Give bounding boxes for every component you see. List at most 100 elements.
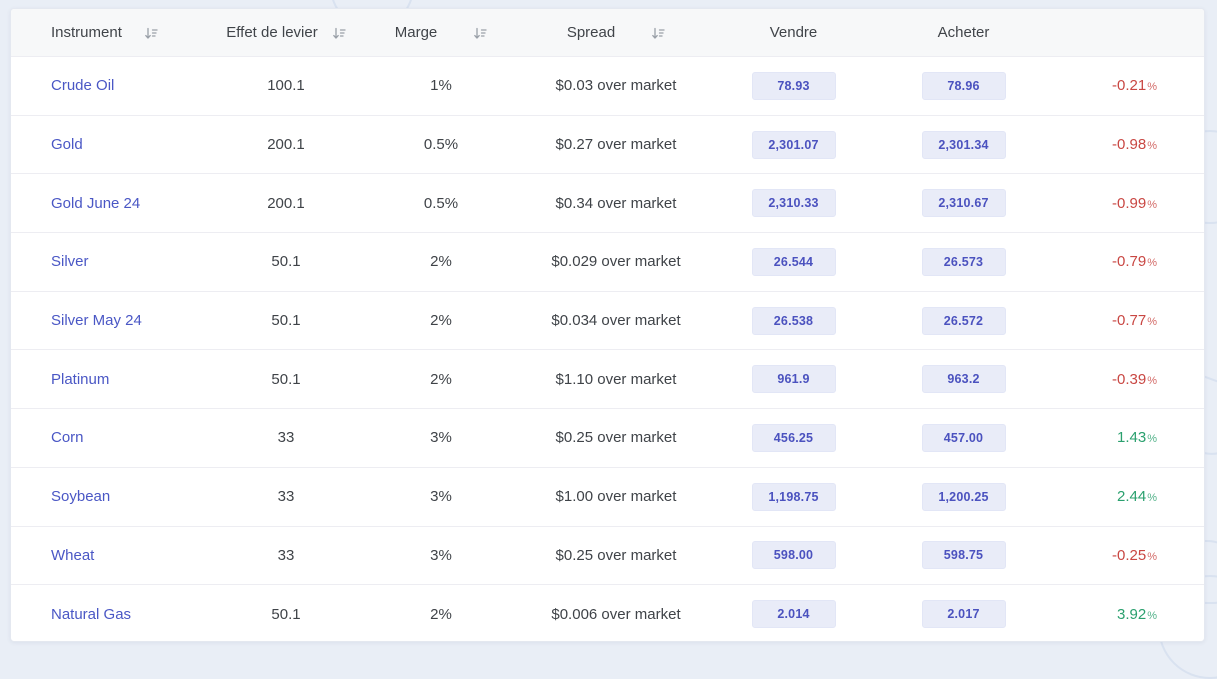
sell-button[interactable]: 2,310.33 — [751, 189, 836, 218]
sell-button[interactable]: 2,301.07 — [751, 130, 836, 159]
sell-button[interactable]: 598.00 — [751, 541, 836, 570]
percent-sign: % — [1147, 316, 1157, 329]
leverage-value: 200.1 — [267, 136, 305, 154]
change-percent: -0.79% — [1051, 253, 1204, 270]
margin-value: 1% — [430, 77, 452, 95]
sell-button[interactable]: 26.538 — [751, 306, 836, 335]
instrument-link[interactable]: Gold — [51, 136, 83, 154]
column-header-leverage: Effet de levier — [211, 24, 361, 41]
spread-value: $1.00 over market — [555, 488, 677, 506]
table-row: Gold June 24 200.1 0.5% $0.34 over marke… — [11, 173, 1204, 232]
percent-sign: % — [1147, 198, 1157, 211]
instrument-link[interactable]: Silver May 24 — [51, 312, 142, 330]
instrument-link[interactable]: Corn — [51, 429, 84, 447]
change-value: -0.21 — [1112, 77, 1147, 95]
instrument-link[interactable]: Natural Gas — [51, 605, 132, 623]
column-header-instrument-label: Instrument — [51, 24, 122, 41]
sell-button[interactable]: 961.9 — [751, 365, 836, 394]
table-row: Wheat 33 3% $0.25 over market 598.00 598… — [11, 525, 1204, 585]
margin-value: 3% — [430, 546, 452, 564]
leverage-value: 33 — [277, 488, 295, 506]
margin-value: 2% — [430, 253, 452, 271]
buy-button[interactable]: 1,200.25 — [921, 482, 1006, 511]
leverage-value: 33 — [277, 546, 295, 564]
change-percent: -0.21% — [1051, 77, 1204, 94]
table-row: Gold 200.1 0.5% $0.27 over market 2,301.… — [11, 114, 1204, 174]
percent-sign: % — [1147, 550, 1157, 563]
column-header-sell-label: Vendre — [769, 24, 818, 41]
table-body: Crude Oil 100.1 1% $0.03 over market 78.… — [11, 56, 1204, 641]
change-percent: -0.77% — [1051, 312, 1204, 329]
spread-value: $0.25 over market — [555, 429, 677, 447]
spread-value: $0.03 over market — [555, 77, 677, 95]
table-row: Soybean 33 3% $1.00 over market 1,198.75… — [11, 466, 1204, 526]
percent-sign: % — [1147, 492, 1157, 505]
change-value: -0.79 — [1112, 253, 1147, 271]
change-value: -0.77 — [1112, 312, 1147, 330]
leverage-value: 33 — [277, 429, 295, 447]
spread-value: $0.34 over market — [555, 194, 677, 212]
table-row: Silver 50.1 2% $0.029 over market 26.544… — [11, 232, 1204, 291]
spread-value: $1.10 over market — [555, 370, 677, 388]
margin-value: 2% — [430, 312, 452, 330]
instrument-link[interactable]: Wheat — [51, 546, 95, 564]
table-row: Platinum 50.1 2% $1.10 over market 961.9… — [11, 349, 1204, 408]
percent-sign: % — [1147, 140, 1157, 153]
column-header-margin: Marge — [361, 24, 521, 41]
margin-value: 3% — [430, 488, 452, 506]
instruments-table-card: Instrument Effet de levier Marge — [10, 8, 1205, 642]
buy-button[interactable]: 963.2 — [921, 365, 1006, 394]
leverage-value: 100.1 — [267, 77, 305, 95]
column-header-leverage-label: Effet de levier — [226, 24, 318, 41]
instrument-link[interactable]: Soybean — [51, 488, 111, 506]
leverage-value: 50.1 — [271, 605, 301, 623]
percent-sign: % — [1147, 609, 1157, 622]
column-header-instrument: Instrument — [11, 24, 211, 41]
change-value: 1.43 — [1117, 429, 1147, 447]
change-percent: -0.99% — [1051, 195, 1204, 212]
change-value: -0.39 — [1112, 370, 1147, 388]
sell-button[interactable]: 1,198.75 — [751, 482, 836, 511]
change-percent: -0.98% — [1051, 136, 1204, 153]
column-header-margin-label: Marge — [394, 24, 438, 41]
buy-button[interactable]: 26.572 — [921, 306, 1006, 335]
sell-button[interactable]: 78.93 — [751, 71, 836, 100]
instrument-link[interactable]: Platinum — [51, 370, 110, 388]
change-value: 3.92 — [1117, 605, 1147, 623]
sell-button[interactable]: 26.544 — [751, 247, 836, 276]
change-percent: -0.39% — [1051, 371, 1204, 388]
change-value: 2.44 — [1117, 488, 1147, 506]
buy-button[interactable]: 2.017 — [921, 600, 1006, 629]
percent-sign: % — [1147, 374, 1157, 387]
margin-value: 3% — [430, 429, 452, 447]
instrument-link[interactable]: Silver — [51, 253, 89, 271]
sort-icon[interactable] — [332, 27, 346, 41]
change-percent: 2.44% — [1051, 488, 1204, 505]
buy-button[interactable]: 2,301.34 — [921, 130, 1006, 159]
sort-icon[interactable] — [144, 27, 158, 41]
buy-button[interactable]: 2,310.67 — [921, 189, 1006, 218]
margin-value: 2% — [430, 370, 452, 388]
instrument-link[interactable]: Crude Oil — [51, 77, 115, 95]
sell-button[interactable]: 2.014 — [751, 600, 836, 629]
margin-value: 0.5% — [423, 136, 459, 154]
column-header-buy: Acheter — [876, 24, 1051, 41]
table-row: Crude Oil 100.1 1% $0.03 over market 78.… — [11, 56, 1204, 115]
buy-button[interactable]: 457.00 — [921, 423, 1006, 452]
buy-button[interactable]: 598.75 — [921, 541, 1006, 570]
buy-button[interactable]: 26.573 — [921, 247, 1006, 276]
column-header-buy-label: Acheter — [937, 24, 990, 41]
sort-icon[interactable] — [651, 27, 665, 41]
table-row: Silver May 24 50.1 2% $0.034 over market… — [11, 290, 1204, 350]
instrument-link[interactable]: Gold June 24 — [51, 194, 141, 212]
sell-button[interactable]: 456.25 — [751, 423, 836, 452]
change-value: -0.98 — [1112, 136, 1147, 154]
buy-button[interactable]: 78.96 — [921, 71, 1006, 100]
spread-value: $0.27 over market — [555, 136, 677, 154]
leverage-value: 50.1 — [271, 370, 301, 388]
leverage-value: 50.1 — [271, 312, 301, 330]
margin-value: 2% — [430, 605, 452, 623]
change-value: -0.99 — [1112, 194, 1147, 212]
sort-icon[interactable] — [473, 27, 487, 41]
change-percent: 1.43% — [1051, 429, 1204, 446]
